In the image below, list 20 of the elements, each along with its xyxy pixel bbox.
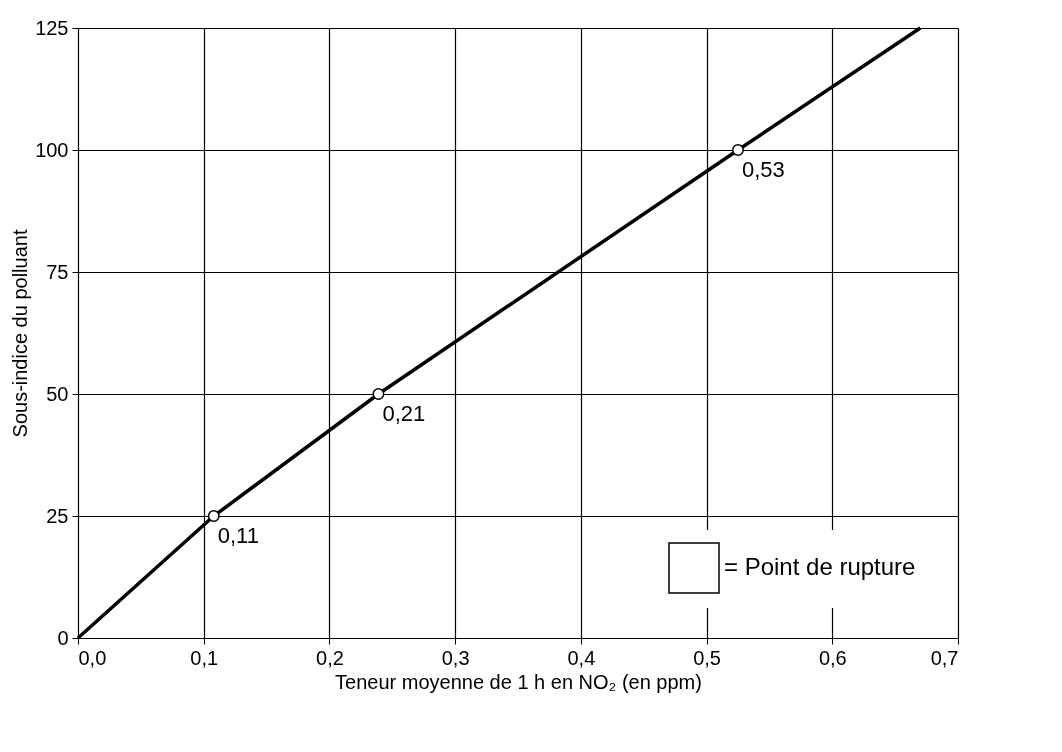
y-tick-label: 75: [46, 260, 69, 283]
y-tick-label: 0: [57, 626, 69, 649]
y-tick-label: 125: [35, 16, 69, 39]
legend-label: = Point de rupture: [724, 553, 916, 580]
x-tick-label: 0,2: [316, 646, 344, 669]
x-tick-label: 0,7: [930, 646, 959, 669]
x-tick-label: 0,6: [818, 646, 847, 669]
x-tick-label: 0,1: [190, 646, 219, 669]
x-tick-label: 0,5: [693, 646, 721, 669]
x-tick-label: 0,0: [78, 646, 107, 669]
x-tick-label: 0,4: [567, 646, 596, 669]
annotation: 0,21: [382, 401, 426, 426]
y-tick-label: 50: [46, 382, 69, 405]
annotation: 0,11: [217, 523, 259, 548]
y-tick-label: 25: [46, 504, 69, 527]
x-axis-title: Teneur moyenne de 1 h en NO₂ (en ppm): [335, 670, 702, 693]
y-axis-title: Sous-indice du polluant: [9, 229, 32, 438]
annotation: 0,53: [742, 157, 785, 182]
y-tick-label: 100: [35, 138, 69, 161]
x-tick-label: 0,3: [441, 646, 470, 669]
